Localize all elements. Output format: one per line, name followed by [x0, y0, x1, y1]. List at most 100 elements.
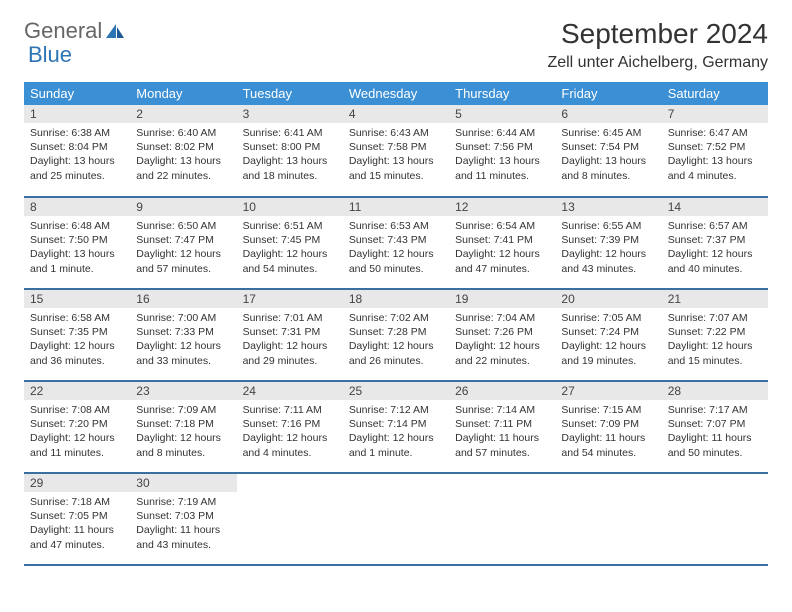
- day-number: 10: [237, 198, 343, 216]
- day-number: 1: [24, 105, 130, 123]
- brand-logo: General: [24, 18, 126, 44]
- day-details: Sunrise: 6:55 AMSunset: 7:39 PMDaylight:…: [555, 216, 661, 282]
- day-number: 14: [662, 198, 768, 216]
- day-number: 8: [24, 198, 130, 216]
- day-number: 30: [130, 474, 236, 492]
- day-cell: 22Sunrise: 7:08 AMSunset: 7:20 PMDayligh…: [24, 381, 130, 473]
- day-details: Sunrise: 6:38 AMSunset: 8:04 PMDaylight:…: [24, 123, 130, 189]
- brand-part2: Blue: [28, 42, 72, 68]
- day-details: Sunrise: 7:11 AMSunset: 7:16 PMDaylight:…: [237, 400, 343, 466]
- day-details: Sunrise: 6:57 AMSunset: 7:37 PMDaylight:…: [662, 216, 768, 282]
- day-details: Sunrise: 6:58 AMSunset: 7:35 PMDaylight:…: [24, 308, 130, 374]
- day-number: 24: [237, 382, 343, 400]
- day-details: Sunrise: 7:00 AMSunset: 7:33 PMDaylight:…: [130, 308, 236, 374]
- month-title: September 2024: [547, 18, 768, 50]
- day-details: Sunrise: 7:02 AMSunset: 7:28 PMDaylight:…: [343, 308, 449, 374]
- day-number: 4: [343, 105, 449, 123]
- day-cell: 30Sunrise: 7:19 AMSunset: 7:03 PMDayligh…: [130, 473, 236, 565]
- day-cell: 17Sunrise: 7:01 AMSunset: 7:31 PMDayligh…: [237, 289, 343, 381]
- day-cell: 21Sunrise: 7:07 AMSunset: 7:22 PMDayligh…: [662, 289, 768, 381]
- day-cell: 16Sunrise: 7:00 AMSunset: 7:33 PMDayligh…: [130, 289, 236, 381]
- day-details: Sunrise: 6:47 AMSunset: 7:52 PMDaylight:…: [662, 123, 768, 189]
- day-cell: 6Sunrise: 6:45 AMSunset: 7:54 PMDaylight…: [555, 105, 661, 197]
- day-details: Sunrise: 7:19 AMSunset: 7:03 PMDaylight:…: [130, 492, 236, 558]
- day-cell: 15Sunrise: 6:58 AMSunset: 7:35 PMDayligh…: [24, 289, 130, 381]
- day-details: Sunrise: 7:08 AMSunset: 7:20 PMDaylight:…: [24, 400, 130, 466]
- day-header: Wednesday: [343, 82, 449, 105]
- empty-cell: [449, 473, 555, 565]
- day-details: Sunrise: 7:14 AMSunset: 7:11 PMDaylight:…: [449, 400, 555, 466]
- day-number: 9: [130, 198, 236, 216]
- day-header-row: Sunday Monday Tuesday Wednesday Thursday…: [24, 82, 768, 105]
- header: General September 2024 Zell unter Aichel…: [24, 18, 768, 72]
- day-cell: 23Sunrise: 7:09 AMSunset: 7:18 PMDayligh…: [130, 381, 236, 473]
- day-details: Sunrise: 7:12 AMSunset: 7:14 PMDaylight:…: [343, 400, 449, 466]
- day-number: 27: [555, 382, 661, 400]
- day-number: 16: [130, 290, 236, 308]
- brand-part1: General: [24, 18, 102, 44]
- day-details: Sunrise: 7:15 AMSunset: 7:09 PMDaylight:…: [555, 400, 661, 466]
- day-cell: 20Sunrise: 7:05 AMSunset: 7:24 PMDayligh…: [555, 289, 661, 381]
- day-cell: 24Sunrise: 7:11 AMSunset: 7:16 PMDayligh…: [237, 381, 343, 473]
- day-cell: 28Sunrise: 7:17 AMSunset: 7:07 PMDayligh…: [662, 381, 768, 473]
- day-number: 3: [237, 105, 343, 123]
- day-cell: 13Sunrise: 6:55 AMSunset: 7:39 PMDayligh…: [555, 197, 661, 289]
- day-cell: 19Sunrise: 7:04 AMSunset: 7:26 PMDayligh…: [449, 289, 555, 381]
- day-cell: 29Sunrise: 7:18 AMSunset: 7:05 PMDayligh…: [24, 473, 130, 565]
- day-cell: 9Sunrise: 6:50 AMSunset: 7:47 PMDaylight…: [130, 197, 236, 289]
- day-header: Thursday: [449, 82, 555, 105]
- day-cell: 26Sunrise: 7:14 AMSunset: 7:11 PMDayligh…: [449, 381, 555, 473]
- day-cell: 14Sunrise: 6:57 AMSunset: 7:37 PMDayligh…: [662, 197, 768, 289]
- day-cell: 18Sunrise: 7:02 AMSunset: 7:28 PMDayligh…: [343, 289, 449, 381]
- day-details: Sunrise: 6:50 AMSunset: 7:47 PMDaylight:…: [130, 216, 236, 282]
- day-details: Sunrise: 7:04 AMSunset: 7:26 PMDaylight:…: [449, 308, 555, 374]
- empty-cell: [555, 473, 661, 565]
- day-details: Sunrise: 7:07 AMSunset: 7:22 PMDaylight:…: [662, 308, 768, 374]
- day-cell: 3Sunrise: 6:41 AMSunset: 8:00 PMDaylight…: [237, 105, 343, 197]
- day-number: 5: [449, 105, 555, 123]
- day-number: 12: [449, 198, 555, 216]
- day-details: Sunrise: 6:48 AMSunset: 7:50 PMDaylight:…: [24, 216, 130, 282]
- day-number: 29: [24, 474, 130, 492]
- day-details: Sunrise: 7:09 AMSunset: 7:18 PMDaylight:…: [130, 400, 236, 466]
- day-details: Sunrise: 7:01 AMSunset: 7:31 PMDaylight:…: [237, 308, 343, 374]
- day-details: Sunrise: 6:54 AMSunset: 7:41 PMDaylight:…: [449, 216, 555, 282]
- calendar-body: 1Sunrise: 6:38 AMSunset: 8:04 PMDaylight…: [24, 105, 768, 565]
- day-details: Sunrise: 6:40 AMSunset: 8:02 PMDaylight:…: [130, 123, 236, 189]
- empty-cell: [237, 473, 343, 565]
- calendar-table: Sunday Monday Tuesday Wednesday Thursday…: [24, 82, 768, 566]
- day-header: Monday: [130, 82, 236, 105]
- day-number: 6: [555, 105, 661, 123]
- day-cell: 27Sunrise: 7:15 AMSunset: 7:09 PMDayligh…: [555, 381, 661, 473]
- day-number: 18: [343, 290, 449, 308]
- day-cell: 12Sunrise: 6:54 AMSunset: 7:41 PMDayligh…: [449, 197, 555, 289]
- day-cell: 11Sunrise: 6:53 AMSunset: 7:43 PMDayligh…: [343, 197, 449, 289]
- day-number: 7: [662, 105, 768, 123]
- day-details: Sunrise: 6:41 AMSunset: 8:00 PMDaylight:…: [237, 123, 343, 189]
- day-details: Sunrise: 6:44 AMSunset: 7:56 PMDaylight:…: [449, 123, 555, 189]
- calendar-row: 8Sunrise: 6:48 AMSunset: 7:50 PMDaylight…: [24, 197, 768, 289]
- location: Zell unter Aichelberg, Germany: [547, 54, 768, 72]
- day-header: Saturday: [662, 82, 768, 105]
- day-number: 26: [449, 382, 555, 400]
- calendar-row: 1Sunrise: 6:38 AMSunset: 8:04 PMDaylight…: [24, 105, 768, 197]
- day-number: 21: [662, 290, 768, 308]
- day-cell: 5Sunrise: 6:44 AMSunset: 7:56 PMDaylight…: [449, 105, 555, 197]
- day-cell: 8Sunrise: 6:48 AMSunset: 7:50 PMDaylight…: [24, 197, 130, 289]
- calendar-row: 22Sunrise: 7:08 AMSunset: 7:20 PMDayligh…: [24, 381, 768, 473]
- day-number: 22: [24, 382, 130, 400]
- day-number: 13: [555, 198, 661, 216]
- day-number: 28: [662, 382, 768, 400]
- day-header: Tuesday: [237, 82, 343, 105]
- day-number: 25: [343, 382, 449, 400]
- day-number: 17: [237, 290, 343, 308]
- calendar-row: 29Sunrise: 7:18 AMSunset: 7:05 PMDayligh…: [24, 473, 768, 565]
- title-block: September 2024 Zell unter Aichelberg, Ge…: [547, 18, 768, 72]
- day-cell: 4Sunrise: 6:43 AMSunset: 7:58 PMDaylight…: [343, 105, 449, 197]
- day-details: Sunrise: 7:17 AMSunset: 7:07 PMDaylight:…: [662, 400, 768, 466]
- day-cell: 2Sunrise: 6:40 AMSunset: 8:02 PMDaylight…: [130, 105, 236, 197]
- empty-cell: [343, 473, 449, 565]
- empty-cell: [662, 473, 768, 565]
- day-details: Sunrise: 7:18 AMSunset: 7:05 PMDaylight:…: [24, 492, 130, 558]
- day-details: Sunrise: 6:51 AMSunset: 7:45 PMDaylight:…: [237, 216, 343, 282]
